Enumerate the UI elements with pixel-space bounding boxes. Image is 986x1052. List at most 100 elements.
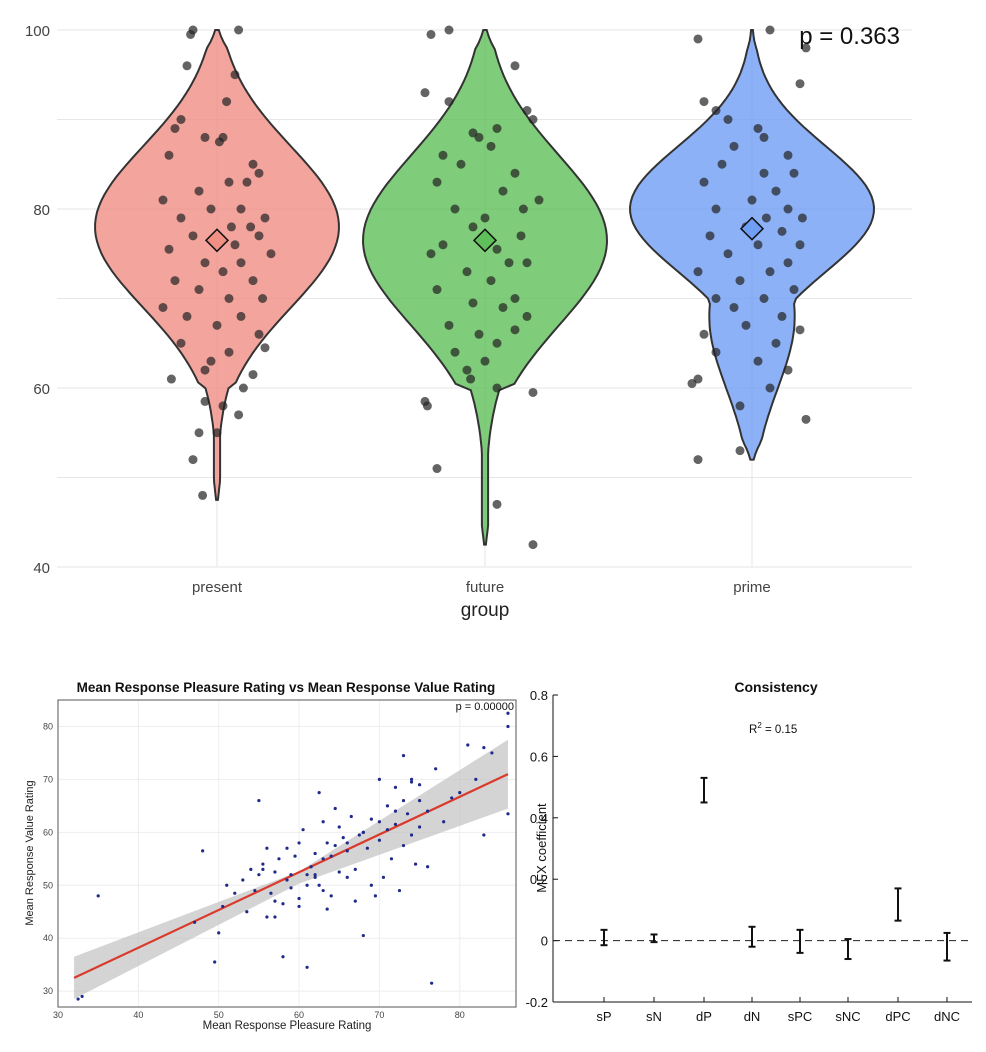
data-point	[225, 883, 229, 887]
data-point	[230, 240, 240, 250]
data-point	[293, 854, 297, 858]
x-tick-label: dP	[696, 1009, 712, 1024]
data-point	[777, 311, 787, 321]
data-point	[426, 29, 436, 39]
data-point	[482, 833, 486, 837]
confidence-band	[74, 739, 508, 1000]
data-point	[218, 267, 228, 277]
data-point	[409, 777, 414, 781]
data-point	[466, 374, 476, 384]
data-point	[313, 873, 317, 877]
data-point	[214, 137, 224, 147]
x-tick-label: sP	[596, 1009, 611, 1024]
errorbar-title: Consistency	[734, 679, 817, 695]
data-point	[166, 374, 176, 384]
x-tick-label: prime	[733, 579, 771, 596]
data-point	[305, 873, 309, 877]
data-point	[258, 294, 268, 303]
data-point	[301, 828, 305, 832]
data-point	[506, 812, 510, 816]
data-point	[522, 311, 532, 321]
data-point	[468, 222, 478, 232]
data-point	[474, 329, 484, 339]
x-tick-label: dNC	[934, 1009, 960, 1024]
data-point	[693, 267, 703, 277]
data-point	[393, 809, 398, 813]
data-point	[432, 177, 442, 187]
data-point	[353, 899, 357, 903]
data-point	[200, 396, 210, 406]
mean-marker	[472, 228, 498, 253]
x-tick-label: future	[466, 579, 504, 596]
data-point	[246, 222, 256, 232]
data-point	[373, 894, 377, 898]
data-point	[417, 783, 422, 787]
data-point	[333, 806, 337, 811]
data-point	[218, 401, 228, 411]
violin-present	[94, 29, 340, 501]
data-point	[234, 410, 244, 420]
data-point	[492, 244, 502, 254]
data-point	[486, 141, 496, 151]
data-point	[377, 777, 382, 781]
data-point	[450, 204, 460, 214]
data-point	[285, 878, 289, 882]
r-squared-annotation: R2 = 0.15	[749, 721, 797, 736]
data-point	[510, 168, 520, 178]
data-point	[265, 915, 269, 919]
data-point	[260, 213, 270, 223]
data-point	[444, 25, 454, 35]
data-point	[212, 428, 222, 438]
data-point	[164, 150, 174, 160]
data-point	[528, 115, 538, 124]
data-point	[466, 743, 470, 747]
data-point	[253, 888, 257, 893]
data-point	[409, 833, 414, 837]
data-point	[534, 195, 544, 205]
data-point	[797, 213, 807, 223]
data-point	[188, 455, 198, 465]
data-point	[432, 464, 442, 474]
data-point	[450, 347, 460, 357]
data-point	[506, 711, 510, 715]
data-point	[801, 414, 811, 424]
data-point	[333, 843, 337, 848]
data-point	[226, 222, 236, 232]
y-tick-label: 0	[541, 934, 548, 949]
data-point	[389, 857, 394, 861]
data-point	[377, 838, 382, 842]
data-point	[458, 791, 462, 795]
y-tick-label: 0.8	[530, 688, 548, 703]
data-point	[409, 780, 414, 784]
x-axis-label: group	[461, 600, 510, 621]
data-point	[528, 387, 538, 397]
data-point	[200, 365, 210, 375]
data-point	[321, 820, 325, 824]
data-point	[297, 841, 301, 845]
data-point	[462, 267, 472, 277]
data-point	[164, 244, 174, 254]
violin-future	[361, 29, 609, 546]
data-point	[269, 891, 273, 895]
data-point	[212, 320, 222, 330]
data-point	[401, 753, 406, 758]
p-value-annotation: p = 0.00000	[456, 701, 514, 713]
data-point	[699, 329, 709, 339]
data-point	[361, 830, 365, 834]
data-point	[498, 302, 508, 312]
data-point	[492, 338, 502, 348]
data-point	[230, 70, 240, 80]
data-point	[783, 258, 793, 268]
data-point	[194, 285, 204, 295]
data-point	[426, 249, 436, 259]
data-point	[236, 204, 246, 214]
data-point	[393, 785, 398, 789]
data-point	[420, 88, 430, 98]
x-tick-label: 50	[214, 1010, 224, 1020]
data-point	[777, 226, 787, 236]
data-point	[711, 204, 721, 214]
data-point	[434, 767, 438, 771]
data-point	[182, 61, 192, 71]
data-point	[522, 258, 532, 268]
data-point	[200, 132, 210, 142]
